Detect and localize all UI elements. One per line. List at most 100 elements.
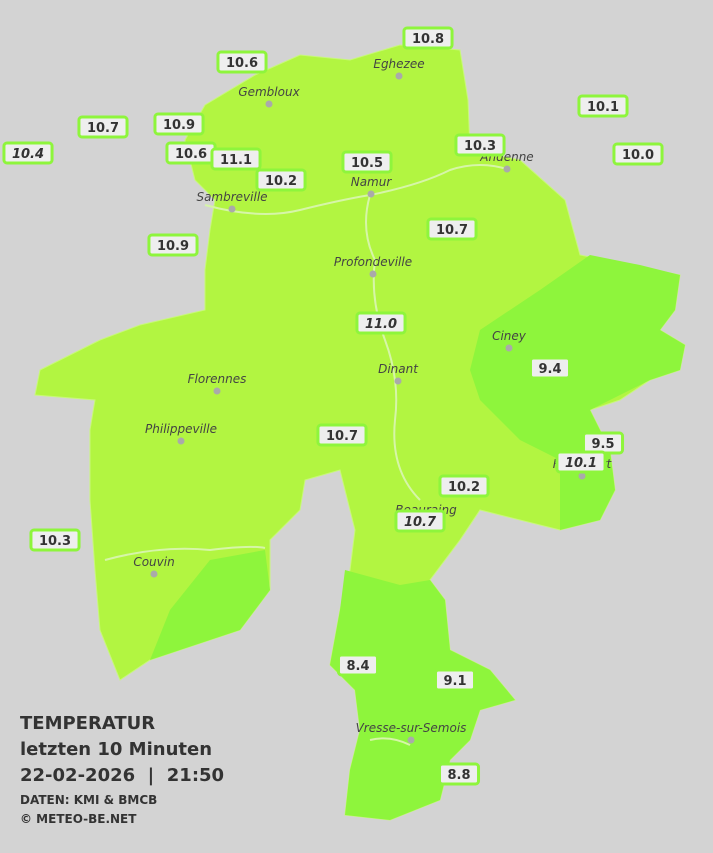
station-box — [402, 26, 454, 50]
station: 10.8 — [402, 26, 454, 50]
station: 10.7 — [394, 509, 446, 533]
station-value: 10.6 — [175, 147, 207, 162]
legend-subtitle: letzten 10 Minuten — [20, 739, 212, 760]
city-dot — [578, 472, 586, 480]
station-value: 9.1 — [443, 674, 466, 689]
station-value: 9.4 — [538, 362, 561, 377]
legend: TEMPERATUR letzten 10 Minuten 22-02-2026… — [20, 713, 224, 826]
station-value: 8.8 — [447, 768, 470, 783]
station-value: 10.8 — [412, 32, 444, 47]
station: 10.3 — [29, 528, 81, 552]
station-box — [210, 147, 262, 171]
city-dot — [505, 344, 513, 352]
station: 10.4 — [2, 141, 54, 165]
station-value: 10.3 — [39, 534, 71, 549]
legend-copyright: © METEO-BE.NET — [20, 812, 137, 826]
station: 10.2 — [255, 168, 307, 192]
station-value: 10.0 — [622, 148, 654, 163]
station-box — [437, 762, 481, 786]
station: 10.9 — [147, 233, 199, 257]
station: 10.2 — [438, 474, 490, 498]
legend-title: TEMPERATUR — [20, 713, 155, 734]
station-value: 10.5 — [351, 156, 383, 171]
station-box — [528, 356, 572, 380]
station-value: 10.9 — [163, 118, 195, 133]
station: 10.1 — [577, 94, 629, 118]
city-dot — [394, 377, 402, 385]
city-label: Dinant — [378, 362, 419, 376]
zone-cooler — [470, 255, 685, 530]
station: 10.9 — [153, 112, 205, 136]
station-value: 10.1 — [565, 456, 597, 471]
station-box — [454, 133, 506, 157]
city-dot — [367, 190, 375, 198]
station-box — [355, 311, 407, 335]
station-box — [612, 142, 664, 166]
station-box — [438, 474, 490, 498]
station-box — [555, 450, 607, 474]
station-box — [394, 509, 446, 533]
station-value: 10.7 — [326, 429, 358, 444]
city-label: Namur — [351, 175, 393, 189]
city-dot — [395, 72, 403, 80]
city-label: Vresse-sur-Semois — [356, 721, 467, 735]
station-box — [29, 528, 81, 552]
station: 8.4 — [336, 653, 380, 677]
station: 10.3 — [454, 133, 506, 157]
station: 10.5 — [341, 150, 393, 174]
city-dot — [228, 205, 236, 213]
station-value: 10.2 — [448, 480, 480, 495]
station-box — [77, 115, 129, 139]
station: 10.1 — [555, 450, 607, 474]
legend-source: DATEN: KMI & BMCB — [20, 793, 157, 807]
city-dot — [150, 570, 158, 578]
station-value: 10.2 — [265, 174, 297, 189]
station-box — [147, 233, 199, 257]
station: 9.1 — [433, 668, 477, 692]
station-value: 10.7 — [87, 121, 119, 136]
station-value: 11.1 — [220, 153, 252, 168]
station-box — [216, 50, 268, 74]
station: 10.7 — [77, 115, 129, 139]
station: 10.0 — [612, 142, 664, 166]
station: 11.0 — [355, 311, 407, 335]
station-box — [316, 423, 368, 447]
city-label: Profondeville — [334, 255, 412, 269]
station-value: 9.5 — [591, 437, 614, 452]
station-box — [577, 94, 629, 118]
station-box — [153, 112, 205, 136]
station-value: 10.7 — [404, 515, 437, 530]
city-dot — [265, 100, 273, 108]
station-value: 10.9 — [157, 239, 189, 254]
station: 10.7 — [426, 217, 478, 241]
legend-datetime: 22-02-2026 | 21:50 — [20, 765, 224, 786]
station: 10.6 — [165, 141, 217, 165]
city-label: Sambreville — [196, 190, 267, 204]
city-dot — [407, 736, 415, 744]
station: 11.1 — [210, 147, 262, 171]
city-label: Eghezee — [373, 57, 424, 71]
station-value: 11.0 — [365, 317, 397, 332]
station-value: 10.7 — [436, 223, 468, 238]
city-dot — [369, 270, 377, 278]
city-label: Ciney — [492, 329, 527, 343]
city-label: Couvin — [133, 555, 174, 569]
city-label: Philippeville — [145, 422, 217, 436]
station-box — [426, 217, 478, 241]
station-value: 8.4 — [346, 659, 369, 674]
station: 10.7 — [316, 423, 368, 447]
station-box — [336, 653, 380, 677]
station-value: 10.3 — [464, 139, 496, 154]
city-dot — [177, 437, 185, 445]
station-box — [2, 141, 54, 165]
station-box — [341, 150, 393, 174]
station-value: 10.1 — [587, 100, 619, 115]
station-value: 10.4 — [12, 147, 44, 162]
station-box — [433, 668, 477, 692]
station: 9.4 — [528, 356, 572, 380]
city-label: Gembloux — [238, 85, 300, 99]
station-box — [255, 168, 307, 192]
zone-cooler — [150, 550, 270, 660]
city-dot — [503, 165, 511, 173]
